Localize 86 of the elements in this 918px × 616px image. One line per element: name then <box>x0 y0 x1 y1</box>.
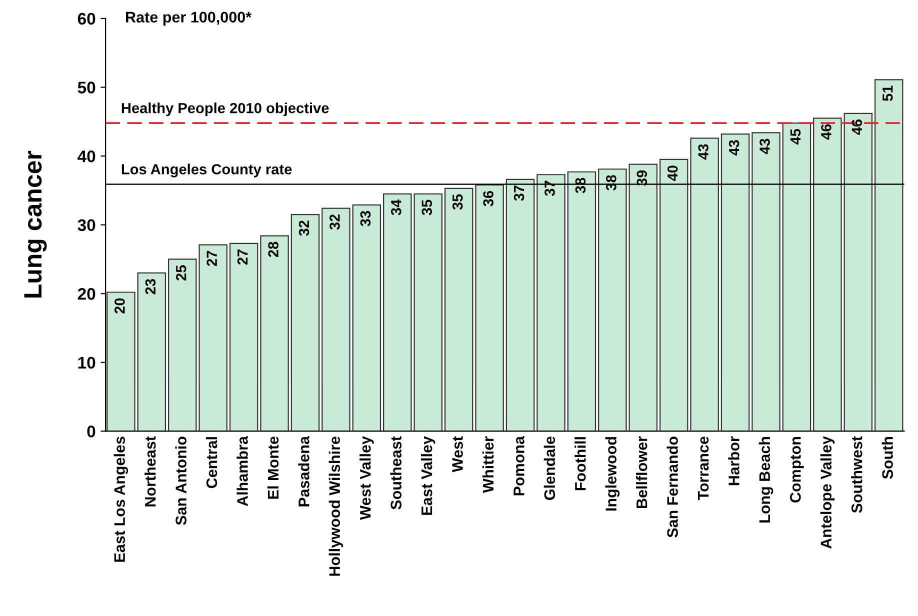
data-label: 45 <box>790 128 801 145</box>
x-tick-label: Northeast <box>144 436 156 506</box>
bar <box>844 112 873 432</box>
y-axis-title: Lung cancer <box>24 150 47 298</box>
ref-line-label: Healthy People 2010 objective <box>122 102 329 116</box>
x-tick-label: Torrance <box>698 436 709 500</box>
bar <box>229 242 258 432</box>
x-tick-label: West Valley <box>360 436 374 520</box>
bar <box>598 168 627 432</box>
x-tick-label: Long Beach <box>758 437 774 522</box>
y-tick-label: 30 <box>78 219 96 232</box>
data-label: 40 <box>667 166 678 181</box>
x-tick-label: Glendale <box>544 436 556 500</box>
x-tick-label: San Fernando <box>666 436 678 538</box>
y-tick-label: 20 <box>78 288 96 300</box>
x-tick-label: West <box>452 436 463 472</box>
data-label: 20 <box>114 298 125 314</box>
bar <box>506 178 535 432</box>
bar <box>752 132 780 432</box>
x-tick-label: South <box>882 437 893 479</box>
x-tick-label: East Los Angeles <box>114 436 128 562</box>
x-tick-label: Southeast <box>390 436 402 510</box>
bar <box>659 158 688 432</box>
bar <box>322 208 350 432</box>
data-label: 35 <box>422 200 432 216</box>
bar <box>352 204 382 432</box>
x-tick-label: East Valley <box>420 436 436 515</box>
x-tick-label: Hollywood Wilshire <box>328 436 344 576</box>
data-label: 34 <box>390 199 402 216</box>
y-tick-label: 60 <box>78 12 96 25</box>
x-tick-label: Southwest <box>851 436 862 513</box>
x-tick-label: Compton <box>790 437 804 502</box>
data-label: 23 <box>145 279 156 294</box>
x-tick-label: Central <box>206 437 218 488</box>
bar <box>168 258 197 432</box>
x-tick-label: Foothill <box>574 437 586 490</box>
x-tick-label: Harbor <box>728 436 740 486</box>
data-label: 35 <box>452 194 463 210</box>
data-label: 39 <box>636 170 648 186</box>
x-tick-label: Antelope Valley <box>820 436 835 549</box>
annotation: Rate per 100,000* <box>126 12 252 26</box>
data-label: 37 <box>514 186 524 201</box>
bar <box>106 292 136 432</box>
data-label: 38 <box>606 175 616 191</box>
bar <box>536 174 566 432</box>
bar <box>475 184 504 432</box>
y-tick-label: 10 <box>78 356 96 369</box>
bar <box>720 133 750 432</box>
y-tick-label: 0 <box>87 426 96 438</box>
data-label: 43 <box>728 140 740 156</box>
data-label: 32 <box>298 220 310 236</box>
bar <box>813 118 842 432</box>
bar <box>874 79 904 432</box>
bar <box>690 138 719 432</box>
data-label: 38 <box>575 178 586 194</box>
data-label: 46 <box>852 119 862 135</box>
ref-line-label: Los Angeles County rate <box>122 164 292 178</box>
data-label: 46 <box>821 124 832 140</box>
bar <box>260 235 289 432</box>
bar <box>628 164 658 432</box>
bar <box>567 171 596 432</box>
data-label: 27 <box>206 250 217 266</box>
data-label: 33 <box>360 210 371 226</box>
bar <box>444 188 474 432</box>
bar <box>137 272 166 432</box>
data-label: 43 <box>760 138 770 154</box>
data-label: 43 <box>698 144 708 160</box>
x-tick-label: Pasadena <box>298 436 310 506</box>
y-tick-label: 40 <box>78 150 96 162</box>
data-label: 51 <box>882 86 893 101</box>
x-tick-label: Pomona <box>514 436 524 496</box>
data-label: 36 <box>483 190 494 206</box>
x-tick-label: San Antonio <box>175 436 186 525</box>
x-tick-label: El Monte <box>267 436 279 499</box>
bar <box>782 122 812 432</box>
x-tick-label: Whittier <box>482 436 494 493</box>
data-label: 32 <box>330 214 340 230</box>
data-label: 28 <box>268 242 278 258</box>
y-tick-label: 50 <box>78 82 96 94</box>
bar <box>290 214 320 432</box>
data-label: 25 <box>176 265 186 280</box>
x-tick-label: Bellflower <box>636 436 648 508</box>
bar <box>198 244 228 432</box>
x-tick-label: Inglewood <box>605 437 620 511</box>
x-tick-label: Alhambra <box>236 436 248 506</box>
data-label: 27 <box>237 250 248 265</box>
